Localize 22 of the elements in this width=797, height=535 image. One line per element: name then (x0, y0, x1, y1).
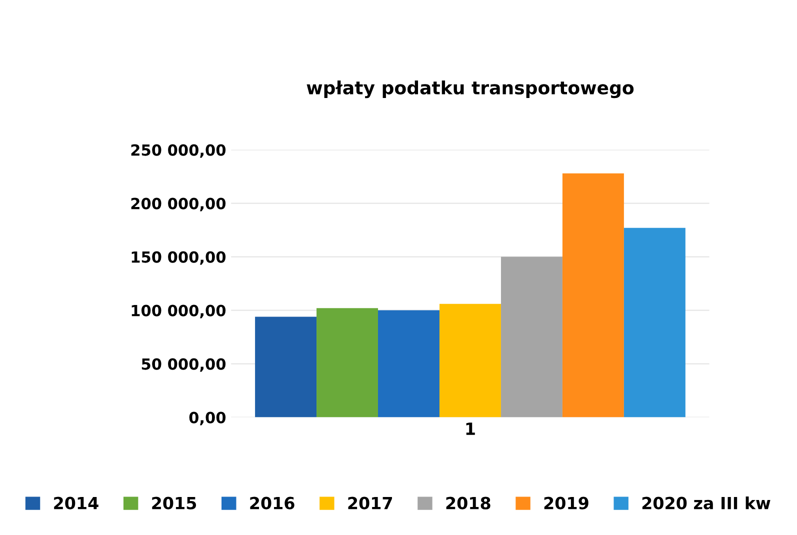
y-tick-label: 200 000,00 (131, 198, 226, 212)
y-tick-label: 150 000,00 (132, 251, 226, 265)
y-tick-label: 50 000,00 (142, 358, 226, 372)
bar (316, 308, 378, 418)
y-tick-label: 250 000,00 (131, 144, 226, 158)
legend-label: 2015 (152, 496, 196, 510)
legend-label: 2014 (54, 496, 98, 510)
bar (255, 316, 317, 418)
bar (439, 304, 501, 418)
bar (378, 310, 440, 418)
bar (562, 173, 624, 418)
legend-label: 2018 (446, 496, 490, 510)
x-tick-label: 1 (466, 422, 475, 435)
legend-label: 2017 (348, 496, 392, 510)
bar (624, 228, 686, 418)
legend-label: 2016 (250, 496, 294, 510)
bar (500, 256, 562, 418)
y-tick-label: 100 000,00 (132, 304, 226, 318)
y-tick-label: 0,00 (189, 412, 226, 426)
legend-label: 2019 (544, 496, 588, 510)
legend-label: 2020 za III kw (642, 496, 770, 510)
chart-title: wpłaty podatku transportowego (306, 80, 634, 98)
